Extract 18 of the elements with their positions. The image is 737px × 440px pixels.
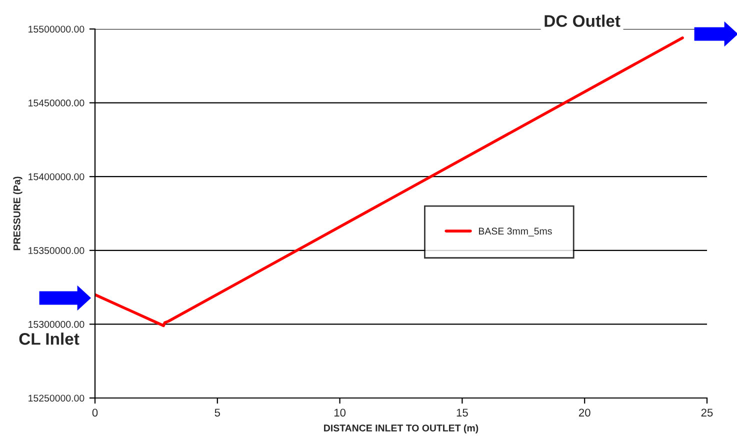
x-tick-label: 25 [701,408,713,417]
y-tick-label: 15400000.00 [28,173,84,180]
x-tick-label: 0 [92,408,98,417]
x-axis-title: DISTANCE INLET TO OUTLET (m) [324,424,478,434]
y-tick-label: 15300000.00 [28,320,84,328]
x-tick-label: 10 [334,408,346,417]
line-series [95,36,684,328]
y-tick-label: 15500000.00 [28,26,84,33]
y-axis-title: PRESSURE (Pa) [13,176,22,250]
x-tick-label: 15 [456,408,468,417]
legend-label: BASE 3mm_5ms [479,228,552,236]
y-tick-label: 15350000.00 [28,247,84,254]
y-tick-label: 15450000.00 [28,100,84,106]
text: CL Inlet [19,332,80,345]
text: DC Outlet [544,14,620,27]
y-tick-label: 15250000.00 [28,394,84,402]
x-tick-label: 20 [578,408,590,417]
x-tick-label: 5 [214,408,220,417]
